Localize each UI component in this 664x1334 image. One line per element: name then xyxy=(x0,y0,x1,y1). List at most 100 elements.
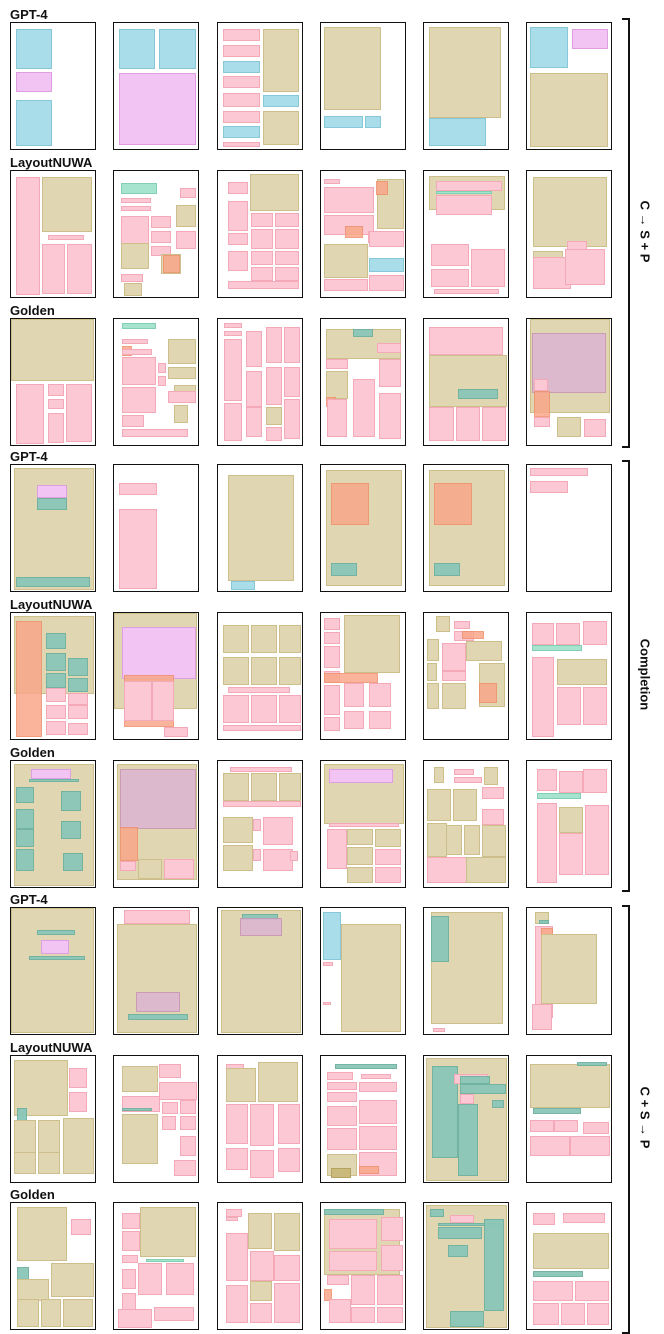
layout-element-tan xyxy=(429,27,501,118)
layout-element-pink xyxy=(253,849,261,861)
layout-element-blue xyxy=(16,29,52,69)
layout-page xyxy=(217,1202,303,1330)
group-label-text: Completion xyxy=(637,638,653,710)
layout-element-pink xyxy=(176,231,196,249)
row-label: Golden xyxy=(10,745,55,760)
layout-page xyxy=(423,760,509,888)
layout-element-pink xyxy=(344,711,364,729)
layout-element-pink xyxy=(381,1217,403,1241)
layout-element-orange xyxy=(120,827,138,861)
layout-element-pink xyxy=(434,289,499,294)
layout-element-pink xyxy=(122,1213,140,1229)
layout-element-tan xyxy=(63,1118,94,1174)
layout-element-pink xyxy=(154,1307,194,1321)
layout-element-pink xyxy=(266,327,282,363)
layout-element-pink xyxy=(138,1263,162,1295)
layout-element-pink xyxy=(431,244,469,266)
layout-element-tan xyxy=(541,934,597,1004)
layout-element-teal xyxy=(61,821,81,839)
layout-element-tan xyxy=(429,355,507,407)
layout-element-orange xyxy=(434,483,472,525)
layout-element-tan xyxy=(223,625,249,653)
layout-element-tan xyxy=(122,1066,158,1092)
layout-element-tan xyxy=(138,859,162,879)
layout-element-pink xyxy=(454,621,470,629)
layout-element-pink xyxy=(226,1233,248,1281)
layout-page xyxy=(113,464,199,592)
layout-element-teal xyxy=(63,853,83,871)
layout-element-tan xyxy=(17,1207,67,1261)
layout-element-teal xyxy=(458,389,498,399)
group-bracket xyxy=(622,905,630,1334)
layout-element-pink xyxy=(427,857,467,883)
layout-element-pink xyxy=(570,1136,610,1156)
layout-element-pink xyxy=(121,216,149,248)
layout-element-tan xyxy=(279,657,301,685)
layout-element-pink xyxy=(253,819,261,831)
layout-page xyxy=(217,170,303,298)
layout-page xyxy=(526,1055,612,1183)
layout-element-pink xyxy=(583,1122,609,1134)
layout-element-tan xyxy=(122,1114,158,1164)
layout-element-pink xyxy=(375,849,401,865)
layout-element-blue xyxy=(223,61,260,73)
layout-element-tan xyxy=(427,639,439,661)
layout-element-pink xyxy=(482,809,504,825)
layout-element-teal xyxy=(430,1209,444,1217)
layout-element-pink xyxy=(159,1064,181,1078)
layout-element-tan xyxy=(482,825,506,857)
layout-page xyxy=(10,318,96,446)
layout-element-pink xyxy=(180,1116,196,1130)
layout-element-pink xyxy=(530,1136,570,1156)
layout-element-pink xyxy=(119,509,157,589)
layout-element-teal xyxy=(331,563,357,576)
layout-page xyxy=(217,612,303,740)
layout-element-tan xyxy=(11,319,94,381)
layout-element-blue xyxy=(119,29,155,69)
layout-element-pink xyxy=(379,393,401,439)
layout-element-tan xyxy=(466,641,502,661)
row-label: LayoutNUWA xyxy=(10,597,93,612)
layout-element-teal xyxy=(458,1104,478,1176)
layout-element-teal xyxy=(539,920,549,924)
layout-element-pink xyxy=(168,391,196,403)
layout-element-teal xyxy=(431,916,449,962)
layout-element-mint xyxy=(436,191,492,194)
layout-element-orange xyxy=(331,483,369,525)
layout-element-pink xyxy=(250,1104,274,1146)
layout-element-pink xyxy=(327,1275,349,1285)
layout-element-pink xyxy=(223,142,260,147)
layout-page xyxy=(320,318,406,446)
layout-element-pink xyxy=(353,379,375,437)
layout-element-pink xyxy=(121,206,151,211)
layout-element-pink xyxy=(250,1251,274,1281)
layout-element-pink xyxy=(537,803,557,883)
layout-element-pink xyxy=(351,1275,375,1305)
layout-element-pink xyxy=(327,829,347,869)
layout-element-pink xyxy=(275,267,299,281)
layout-element-tan xyxy=(375,829,401,847)
layout-page xyxy=(10,464,96,592)
layout-element-pink xyxy=(246,331,262,367)
layout-element-pink xyxy=(230,767,292,772)
layout-element-pink xyxy=(559,771,583,793)
layout-element-pink xyxy=(152,681,174,721)
layout-element-mag xyxy=(37,485,67,498)
layout-element-purple xyxy=(120,769,196,829)
layout-element-pink xyxy=(329,1299,351,1323)
layout-element-pink xyxy=(226,1148,248,1170)
layout-page xyxy=(526,1202,612,1330)
layout-element-pink xyxy=(275,251,299,265)
layout-element-tan xyxy=(251,773,277,801)
layout-element-teal xyxy=(335,1064,397,1069)
layout-element-pink xyxy=(180,1136,196,1156)
layout-page xyxy=(526,907,612,1035)
layout-element-teal xyxy=(438,1227,482,1239)
layout-element-pink xyxy=(124,910,190,924)
layout-element-pink xyxy=(284,327,300,363)
layout-element-teal xyxy=(128,1014,188,1020)
layout-element-pink xyxy=(369,711,391,729)
layout-element-pink xyxy=(323,962,333,966)
layout-element-teal xyxy=(533,1271,583,1277)
layout-element-pink xyxy=(180,188,196,198)
